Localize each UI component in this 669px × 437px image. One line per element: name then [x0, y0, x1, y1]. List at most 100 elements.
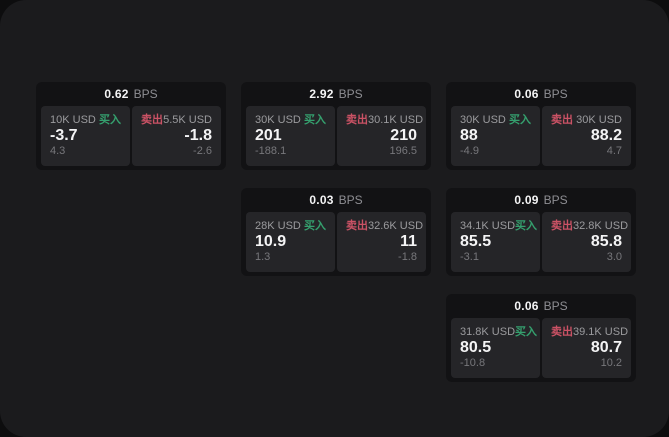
buy-price: 201 — [255, 127, 282, 144]
sell-tag: 卖出 — [551, 114, 573, 126]
buy-amount: 30K USD — [460, 114, 506, 126]
buy-price: 88 — [460, 127, 478, 144]
buy-panel[interactable]: 10K USD 买入 -3.7 4.3 — [41, 106, 130, 166]
bps-value: 2.92 — [309, 87, 334, 101]
sell-amount: 30K USD — [576, 114, 622, 126]
buy-price: 10.9 — [255, 233, 287, 250]
buy-delta: -3.1 — [460, 251, 479, 263]
sell-price: 210 — [390, 127, 417, 144]
quote-card[interactable]: 0.06 BPS 30K USD 买入 88 -4.9 卖出 30K USD 8… — [446, 82, 636, 170]
buy-tag: 买入 — [509, 114, 531, 126]
quote-card[interactable]: 0.03 BPS 28K USD 买入 10.9 1.3 卖出 32.6K US… — [241, 188, 431, 276]
buy-panel[interactable]: 28K USD 买入 10.9 1.3 — [246, 212, 335, 272]
bps-value: 0.06 — [514, 87, 539, 101]
sell-amount: 30.1K USD — [368, 114, 424, 126]
buy-delta: -188.1 — [255, 145, 287, 157]
bps-value: 0.06 — [514, 299, 539, 313]
quote-card[interactable]: 2.92 BPS 30K USD 买入 201 -188.1 卖出 30.1K … — [241, 82, 431, 170]
sell-price: 88.2 — [590, 127, 622, 144]
sell-delta: 3.0 — [606, 251, 622, 263]
buy-top-row: 31.8K USD 买入 — [460, 326, 537, 339]
buy-delta: -10.8 — [460, 357, 486, 369]
buy-amount: 30K USD — [255, 114, 301, 126]
sell-top-row: 卖出 39.1K USD — [551, 326, 628, 339]
buy-delta: 4.3 — [50, 145, 66, 157]
buy-tag: 买入 — [99, 114, 121, 126]
bps-value: 0.09 — [514, 193, 539, 207]
bps-value: 0.62 — [104, 87, 129, 101]
bps-label: BPS — [338, 193, 363, 207]
sell-delta: -2.6 — [193, 145, 212, 157]
sell-top-row: 卖出 32.6K USD — [346, 220, 423, 233]
buy-top-row: 28K USD 买入 — [255, 220, 326, 233]
buy-amount: 34.1K USD — [460, 220, 516, 232]
card-body: 30K USD 买入 201 -188.1 卖出 30.1K USD 210 1… — [241, 106, 431, 171]
sell-top-row: 卖出 32.8K USD — [551, 220, 628, 233]
card-header: 0.06 BPS — [446, 294, 636, 318]
card-header: 0.62 BPS — [36, 82, 226, 106]
buy-tag: 买入 — [304, 220, 326, 232]
buy-panel[interactable]: 31.8K USD 买入 80.5 -10.8 — [451, 318, 540, 378]
sell-price: 85.8 — [590, 233, 622, 250]
buy-amount: 10K USD — [50, 114, 96, 126]
buy-delta: 1.3 — [255, 251, 271, 263]
buy-delta: -4.9 — [460, 145, 479, 157]
buy-price: 80.5 — [460, 339, 492, 356]
quote-card[interactable]: 0.06 BPS 31.8K USD 买入 80.5 -10.8 卖出 39.1… — [446, 294, 636, 382]
bps-label: BPS — [338, 87, 363, 101]
buy-tag: 买入 — [304, 114, 326, 126]
card-body: 30K USD 买入 88 -4.9 卖出 30K USD 88.2 4.7 — [446, 106, 636, 171]
buy-top-row: 10K USD 买入 — [50, 114, 121, 127]
sell-price: -1.8 — [184, 127, 212, 144]
sell-tag: 卖出 — [346, 114, 368, 126]
buy-top-row: 30K USD 买入 — [460, 114, 531, 127]
sell-price: 11 — [400, 233, 417, 250]
sell-panel[interactable]: 卖出 32.8K USD 85.8 3.0 — [542, 212, 631, 272]
card-header: 2.92 BPS — [241, 82, 431, 106]
sell-amount: 32.6K USD — [368, 220, 424, 232]
sell-top-row: 卖出 30.1K USD — [346, 114, 423, 127]
sell-delta: 196.5 — [389, 145, 417, 157]
sell-tag: 卖出 — [346, 220, 368, 232]
buy-price: -3.7 — [50, 127, 78, 144]
sell-panel[interactable]: 卖出 32.6K USD 11 -1.8 — [337, 212, 426, 272]
sell-panel[interactable]: 卖出 5.5K USD -1.8 -2.6 — [132, 106, 221, 166]
bps-label: BPS — [543, 299, 568, 313]
quote-cards-grid: 0.62 BPS 10K USD 买入 -3.7 4.3 卖出 5.5K USD… — [36, 82, 636, 382]
bps-value: 0.03 — [309, 193, 334, 207]
sell-top-row: 卖出 5.5K USD — [141, 114, 212, 127]
card-body: 34.1K USD 买入 85.5 -3.1 卖出 32.8K USD 85.8… — [446, 212, 636, 277]
sell-tag: 卖出 — [141, 114, 163, 126]
sell-delta: 10.2 — [600, 357, 622, 369]
buy-amount: 31.8K USD — [460, 326, 516, 338]
sell-delta: -1.8 — [398, 251, 417, 263]
quote-card[interactable]: 0.62 BPS 10K USD 买入 -3.7 4.3 卖出 5.5K USD… — [36, 82, 226, 170]
sell-delta: 4.7 — [606, 145, 622, 157]
sell-price: 80.7 — [590, 339, 622, 356]
buy-tag: 买入 — [515, 220, 538, 232]
bps-label: BPS — [543, 87, 568, 101]
sell-amount: 32.8K USD — [573, 220, 629, 232]
bps-label: BPS — [543, 193, 568, 207]
buy-panel[interactable]: 30K USD 买入 88 -4.9 — [451, 106, 540, 166]
sell-tag: 卖出 — [551, 326, 573, 338]
buy-price: 85.5 — [460, 233, 492, 250]
sell-top-row: 卖出 30K USD — [551, 114, 622, 127]
card-body: 31.8K USD 买入 80.5 -10.8 卖出 39.1K USD 80.… — [446, 318, 636, 383]
buy-top-row: 30K USD 买入 — [255, 114, 326, 127]
sell-tag: 卖出 — [551, 220, 573, 232]
buy-panel[interactable]: 30K USD 买入 201 -188.1 — [246, 106, 335, 166]
sell-panel[interactable]: 卖出 39.1K USD 80.7 10.2 — [542, 318, 631, 378]
sell-panel[interactable]: 卖出 30.1K USD 210 196.5 — [337, 106, 426, 166]
card-body: 28K USD 买入 10.9 1.3 卖出 32.6K USD 11 -1.8 — [241, 212, 431, 277]
buy-panel[interactable]: 34.1K USD 买入 85.5 -3.1 — [451, 212, 540, 272]
card-body: 10K USD 买入 -3.7 4.3 卖出 5.5K USD -1.8 -2.… — [36, 106, 226, 171]
sell-panel[interactable]: 卖出 30K USD 88.2 4.7 — [542, 106, 631, 166]
quote-card[interactable]: 0.09 BPS 34.1K USD 买入 85.5 -3.1 卖出 32.8K… — [446, 188, 636, 276]
sell-amount: 39.1K USD — [573, 326, 629, 338]
card-header: 0.03 BPS — [241, 188, 431, 212]
buy-top-row: 34.1K USD 买入 — [460, 220, 537, 233]
card-header: 0.09 BPS — [446, 188, 636, 212]
bps-label: BPS — [133, 87, 158, 101]
